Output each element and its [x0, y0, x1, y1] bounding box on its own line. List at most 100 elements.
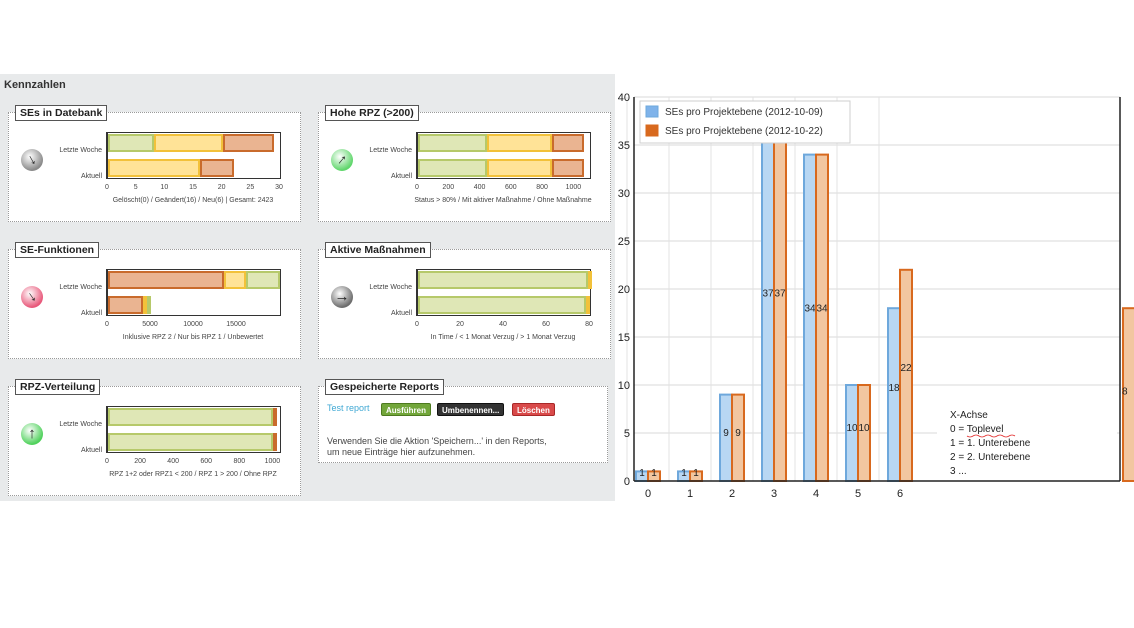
- trend-up-green-icon: ↑: [21, 423, 43, 445]
- bar-segment-orange: [199, 159, 235, 177]
- bar-row: [418, 159, 584, 177]
- axis-tick-label: 0: [105, 458, 109, 465]
- data-label: 10: [858, 423, 870, 434]
- panel-caption: RPZ 1+2 oder RPZ1 < 200 / RPZ 1 > 200 / …: [109, 471, 277, 478]
- axis-tick-label: 200: [134, 458, 146, 465]
- bar: [803, 153, 817, 482]
- bar: [773, 124, 787, 483]
- bar-row: [108, 408, 278, 426]
- stacked-bar-chart: [416, 269, 592, 316]
- axis-tick-label: 40: [499, 321, 507, 328]
- data-label: 34: [804, 303, 816, 314]
- y-tick-label: 30: [618, 188, 630, 200]
- data-label: 18: [888, 383, 900, 394]
- y-tick-label: 40: [618, 92, 630, 104]
- bar-segment-green: [418, 296, 586, 314]
- panel-title: RPZ-Verteilung: [15, 379, 101, 395]
- bar-row: [108, 296, 152, 314]
- data-label: 1: [639, 468, 645, 479]
- data-label: 37: [762, 288, 774, 299]
- axis-tick-label: 25: [246, 184, 255, 191]
- bar-segment-green: [245, 271, 280, 289]
- bar-segment-yellow: [224, 271, 246, 289]
- panel-title: SE-Funktionen: [15, 242, 100, 258]
- panel-title: Aktive Maßnahmen: [325, 242, 431, 258]
- dashboard-title: Kennzahlen: [4, 79, 66, 91]
- stacked-bar-chart: [106, 269, 281, 316]
- panel-title: SEs in Datebank: [15, 105, 108, 121]
- delete-button[interactable]: Löschen: [512, 403, 555, 416]
- axis-tick-label: 400: [167, 458, 179, 465]
- axis-tick-label: 400: [473, 184, 486, 191]
- row-label-current: Aktuell: [390, 310, 412, 317]
- bar-segment-green: [418, 134, 487, 152]
- legend-box: [639, 100, 851, 144]
- x-tick-label: 1: [687, 488, 693, 500]
- reports-hint: Verwenden Sie die Aktion 'Speichern...' …: [327, 436, 547, 458]
- x-tick-label: 0: [645, 488, 651, 500]
- bar: [815, 153, 829, 482]
- axis-tick-label: 5000: [142, 321, 158, 328]
- bar: [887, 307, 901, 482]
- bar-row: [108, 159, 235, 177]
- bar: [761, 124, 775, 483]
- stacked-bar-chart: [416, 132, 591, 179]
- y-tick-label: 5: [624, 428, 630, 440]
- bar-segment-orange: [108, 271, 225, 289]
- bar-segment-orange: [552, 134, 584, 152]
- note-line: 0 = Toplevel: [950, 424, 1003, 435]
- row-label-last-week: Letzte Woche: [59, 284, 102, 291]
- note-line: 1 = 1. Unterebene: [950, 438, 1031, 449]
- bar-row: [418, 296, 590, 314]
- note-background: [937, 389, 1117, 480]
- data-label: 1: [681, 468, 687, 479]
- axis-tick-label: 20: [456, 321, 464, 328]
- x-tick-label: 2: [729, 488, 735, 500]
- bar-segment-yellow: [587, 271, 592, 289]
- bar-row: [108, 271, 280, 289]
- axis-tick-label: 60: [542, 321, 550, 328]
- report-link-test[interactable]: Test report: [327, 403, 370, 413]
- y-tick-label: 20: [618, 284, 630, 296]
- bar-row: [418, 271, 592, 289]
- bar-segment-orange: [222, 134, 275, 152]
- rename-button[interactable]: Umbenennen...: [437, 403, 505, 416]
- stacked-bar-chart: [106, 132, 281, 179]
- chart-legend: SEs pro Projektebene (2012-10-09) SEs pro…: [639, 100, 851, 144]
- bar-segment-green: [108, 408, 274, 426]
- spellcheck-underline: [966, 434, 1016, 438]
- bar-segment-green: [108, 134, 154, 152]
- legend-label: SEs pro Projektebene (2012-10-09): [665, 107, 823, 118]
- axis-tick-label: 15000: [226, 321, 246, 328]
- y-tick-label: 25: [618, 236, 630, 248]
- note-line: 2 = 2. Unterebene: [950, 452, 1031, 463]
- bar-row: [108, 433, 278, 451]
- panel-2: SE-Funktionen ↓ Letzte Woche Aktuell 0 5000 10…: [8, 242, 301, 359]
- bar-row: [418, 134, 584, 152]
- panel-caption: Gelöscht(0) / Geändert(16) / Neu(6) | Ge…: [112, 197, 274, 204]
- axis-tick-label: 800: [536, 184, 548, 191]
- data-label: 37: [774, 288, 786, 299]
- kennzahlen-dashboard: Kennzahlen SEs in Datebank ↓ Letzte Woche A…: [0, 74, 615, 501]
- reports-hint-line1: Verwenden Sie die Aktion 'Speichern...' …: [327, 436, 547, 446]
- row-label-last-week: Letzte Woche: [59, 147, 102, 154]
- legend-label: SEs pro Projektebene (2012-10-22): [665, 126, 823, 137]
- x-tick-label: 6: [897, 488, 903, 500]
- axis-tick-label: 1000: [565, 184, 582, 191]
- panel-saved-reports: Gespeicherte Reports Test report Ausführ…: [318, 379, 608, 463]
- reports-hint-line2: um neue Einträge hier aufzunehmen.: [327, 447, 476, 457]
- panel-1: Hohe RPZ (>200) ↑ Letzte Woche Aktuell 0 200 4…: [318, 105, 611, 222]
- y-tick-label: 0: [624, 476, 630, 488]
- legend-swatch: [645, 105, 659, 118]
- trend-down-red-icon: ↓: [21, 286, 43, 308]
- bar-segment-green: [147, 296, 152, 314]
- data-label: 34: [816, 303, 828, 314]
- data-label-clipped: 8: [1122, 387, 1128, 398]
- row-label-last-week: Letzte Woche: [369, 147, 412, 154]
- bar-segment-orange: [273, 408, 278, 426]
- row-label-last-week: Letzte Woche: [59, 421, 102, 428]
- axis-tick-label: 1000: [264, 458, 281, 465]
- panel-title: Gespeicherte Reports: [325, 379, 445, 395]
- axis-tick-label: 0: [105, 184, 109, 191]
- run-button[interactable]: Ausführen: [381, 403, 431, 416]
